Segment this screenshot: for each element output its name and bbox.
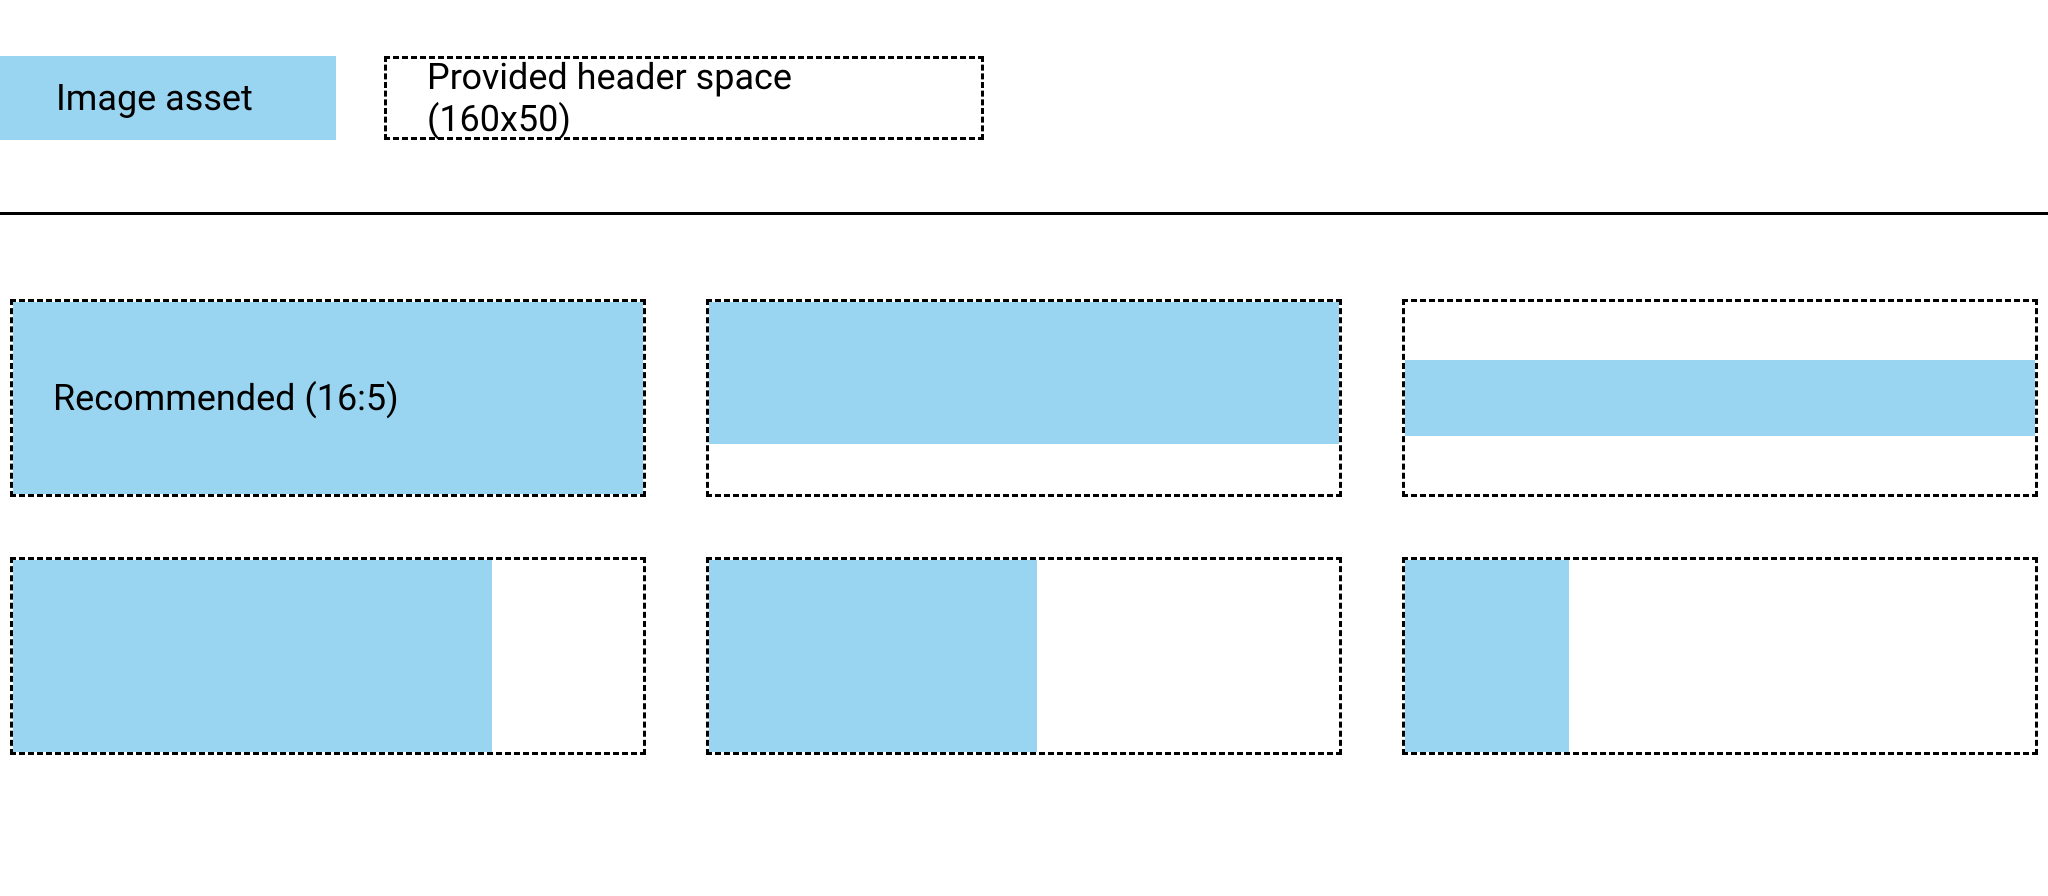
legend-image-asset-label: Image asset [56, 77, 253, 119]
example-cell-fill [709, 560, 1037, 752]
example-cell-vertically-centered-full-width [1402, 299, 2038, 497]
examples-grid-row [10, 557, 2038, 755]
examples-grid-row: Recommended (16:5) [10, 299, 2038, 497]
example-cell-recommended-16-5: Recommended (16:5) [10, 299, 646, 497]
legend: Image asset Provided header space (160x5… [0, 0, 2048, 140]
example-cell-fill [709, 302, 1339, 444]
example-cell-fill [13, 560, 492, 752]
section-divider [0, 212, 2048, 215]
example-cell-fill [1405, 560, 1569, 752]
example-cell-fill [1405, 360, 2035, 437]
diagram-canvas: Image asset Provided header space (160x5… [0, 0, 2048, 896]
example-cell-left-aligned-half [706, 557, 1342, 755]
examples-grid: Recommended (16:5) [0, 299, 2048, 755]
example-cell-left-aligned-wide [10, 557, 646, 755]
example-cell-top-aligned-full-width [706, 299, 1342, 497]
legend-header-space-box: Provided header space (160x50) [384, 56, 984, 140]
example-cell-label: Recommended (16:5) [53, 377, 399, 419]
example-cell-left-aligned-narrow [1402, 557, 2038, 755]
legend-header-space-label: Provided header space (160x50) [427, 56, 941, 140]
legend-image-asset-swatch: Image asset [0, 56, 336, 140]
